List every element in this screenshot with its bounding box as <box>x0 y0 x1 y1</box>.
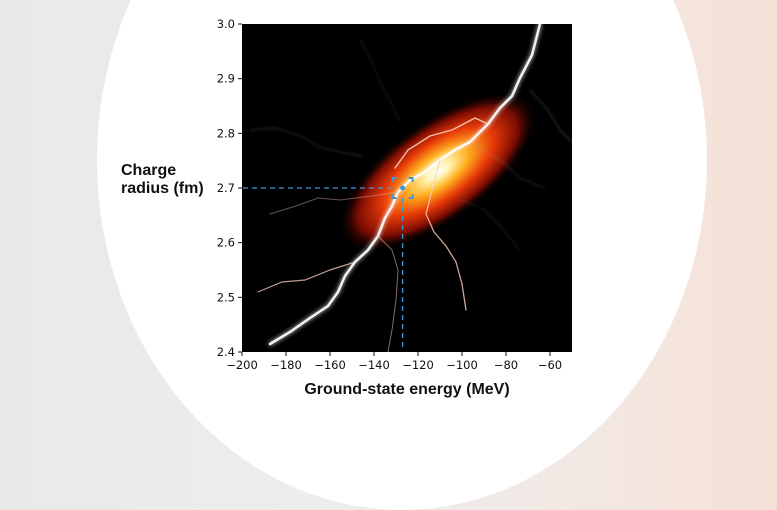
marker-frame <box>391 177 414 199</box>
y-tick-label: 2.7 <box>217 181 235 195</box>
y-tick-label: 2.9 <box>217 72 235 86</box>
y-axis-ticks: 2.4 2.5 2.6 2.7 2.8 2.9 3.0 <box>217 17 242 359</box>
y-tick-label: 2.6 <box>217 236 235 250</box>
x-tick-label: −80 <box>494 358 518 372</box>
y-axis-title-line2: radius (fm) <box>121 180 204 197</box>
x-tick-label: −100 <box>446 358 478 372</box>
y-tick-label: 2.5 <box>217 290 235 304</box>
y-tick-label: 2.8 <box>217 126 235 140</box>
x-axis-ticks: −200 −180 −160 −140 −120 −100 −80 −60 <box>226 352 562 372</box>
x-tick-label: −120 <box>402 358 434 372</box>
x-tick-label: −180 <box>270 358 302 372</box>
y-tick-label: 2.4 <box>217 345 235 359</box>
x-tick-label: −160 <box>314 358 346 372</box>
x-tick-label: −140 <box>358 358 390 372</box>
lightning-decoration <box>249 24 572 352</box>
heatmap-chart: −200 −180 −160 −140 −120 −100 −80 −60 2.4 2.5 2.6… <box>121 17 572 398</box>
marker-point <box>400 185 406 191</box>
estimate-marker <box>243 177 414 350</box>
y-axis-title-line1: Charge <box>121 162 176 179</box>
x-axis-title: Ground-state energy (MeV) <box>304 381 509 398</box>
x-tick-label: −60 <box>538 358 562 372</box>
x-tick-label: −200 <box>226 358 258 372</box>
y-tick-label: 3.0 <box>217 17 235 31</box>
